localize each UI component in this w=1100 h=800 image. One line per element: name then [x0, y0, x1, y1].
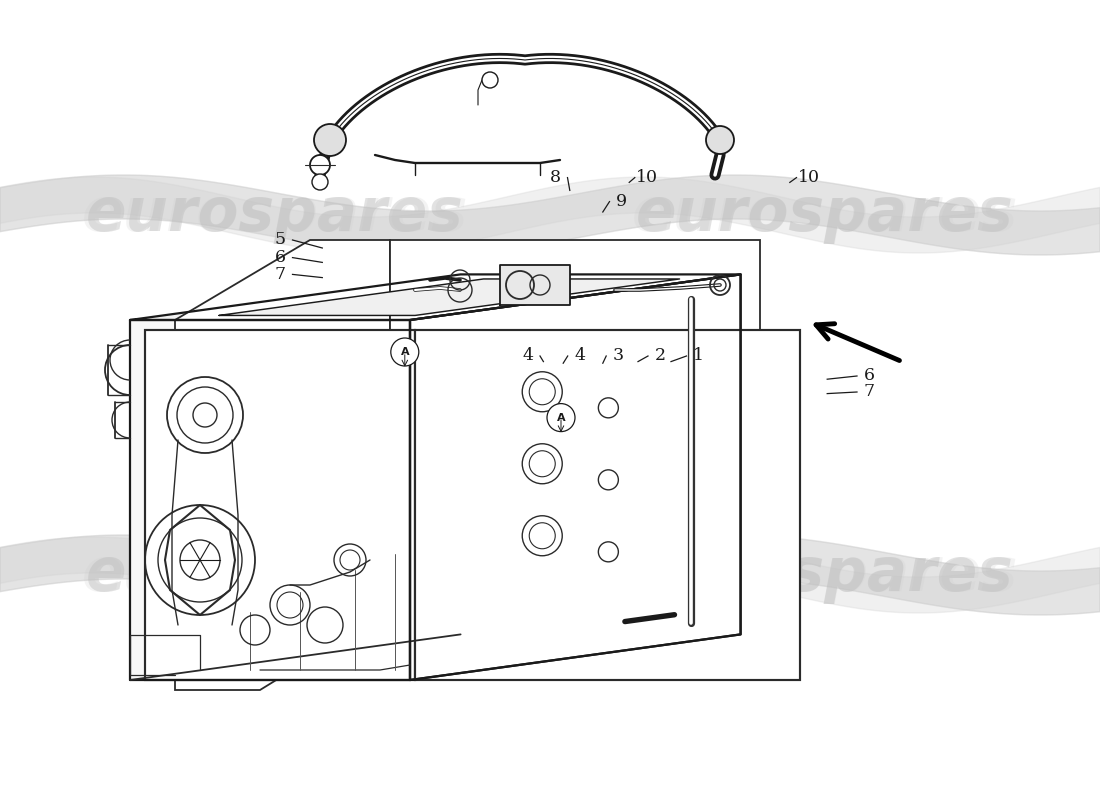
Text: eurospares: eurospares — [86, 186, 464, 245]
Text: A: A — [557, 413, 565, 422]
Circle shape — [314, 124, 346, 156]
Text: 6: 6 — [275, 249, 286, 266]
Text: 10: 10 — [798, 169, 820, 186]
Circle shape — [312, 174, 328, 190]
Text: 2: 2 — [654, 347, 666, 365]
Circle shape — [706, 126, 734, 154]
Text: 4: 4 — [574, 347, 585, 365]
Polygon shape — [415, 330, 800, 680]
Polygon shape — [175, 240, 390, 690]
Text: 1: 1 — [693, 347, 704, 365]
Text: 4: 4 — [522, 347, 534, 365]
Polygon shape — [500, 265, 570, 305]
Text: 9: 9 — [616, 193, 627, 210]
Text: 3: 3 — [613, 347, 624, 365]
Polygon shape — [410, 274, 740, 680]
Circle shape — [390, 338, 419, 366]
Text: 6: 6 — [864, 367, 874, 385]
Text: 8: 8 — [550, 169, 561, 186]
Polygon shape — [219, 279, 680, 315]
Text: eurospares: eurospares — [81, 546, 469, 605]
Circle shape — [547, 403, 575, 432]
Text: eurospares: eurospares — [636, 546, 1014, 605]
Text: 7: 7 — [275, 266, 286, 283]
Text: 7: 7 — [864, 383, 874, 401]
Text: 10: 10 — [636, 169, 658, 186]
Polygon shape — [130, 274, 740, 320]
Text: eurospares: eurospares — [631, 546, 1019, 605]
Text: A: A — [400, 347, 409, 357]
Polygon shape — [390, 240, 760, 610]
Text: eurospares: eurospares — [636, 186, 1014, 245]
Circle shape — [482, 72, 498, 88]
Text: eurospares: eurospares — [631, 186, 1019, 245]
Circle shape — [310, 155, 330, 175]
Text: eurospares: eurospares — [81, 186, 469, 245]
Polygon shape — [145, 330, 415, 680]
Polygon shape — [410, 274, 740, 680]
Text: 5: 5 — [275, 231, 286, 249]
Polygon shape — [130, 320, 410, 680]
Text: eurospares: eurospares — [86, 546, 464, 605]
